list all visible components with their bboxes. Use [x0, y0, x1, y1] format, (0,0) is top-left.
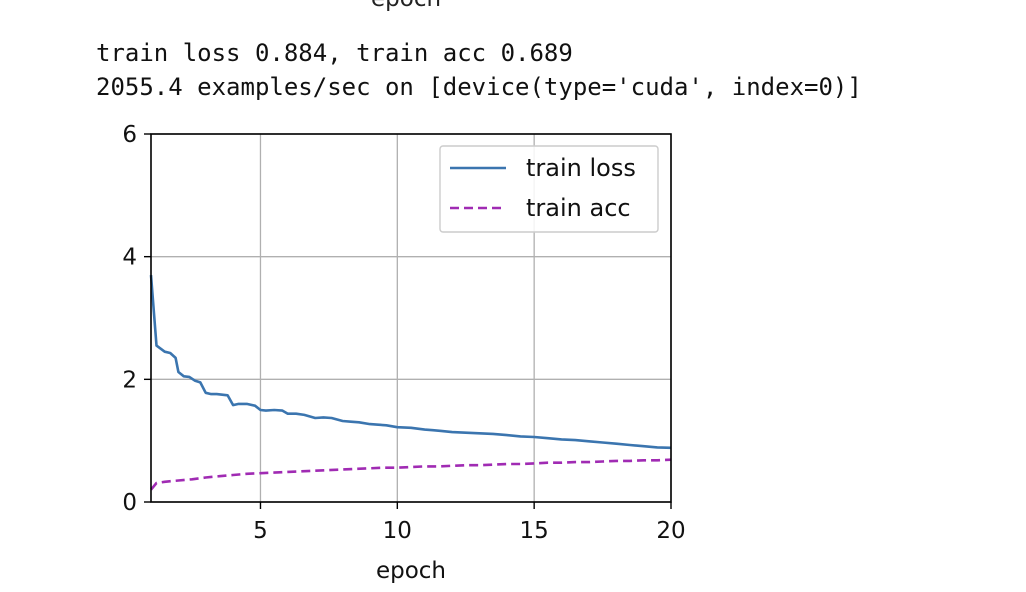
legend-label-train-acc: train acc [526, 194, 631, 222]
x-tick-label: 15 [520, 518, 549, 544]
legend: train loss train acc [439, 145, 659, 233]
series-line-train-acc [149, 458, 672, 491]
series-line-train-loss [149, 274, 672, 450]
log-line-throughput: 2055.4 examples/sec on [device(type='cud… [96, 73, 862, 101]
y-tick-label: 0 [122, 490, 137, 516]
x-tick-label: 20 [656, 518, 685, 544]
y-tick-label: 6 [122, 122, 137, 148]
x-tick-label: 5 [253, 518, 268, 544]
series-layer [149, 274, 672, 491]
training-log: train loss 0.884, train acc 0.689 2055.4 … [96, 36, 862, 104]
previous-chart-x-axis-label: epoch [371, 0, 441, 12]
tick-layer: 5 10 15 20 0 2 4 6 [122, 122, 685, 544]
x-tick-label: 10 [383, 518, 412, 544]
x-axis-label: epoch [376, 558, 446, 584]
log-line-loss-acc: train loss 0.884, train acc 0.689 [96, 39, 573, 67]
y-tick-label: 2 [122, 367, 137, 393]
legend-label-train-loss: train loss [526, 154, 636, 182]
axes-frame [150, 133, 672, 503]
y-tick-label: 4 [122, 245, 137, 271]
